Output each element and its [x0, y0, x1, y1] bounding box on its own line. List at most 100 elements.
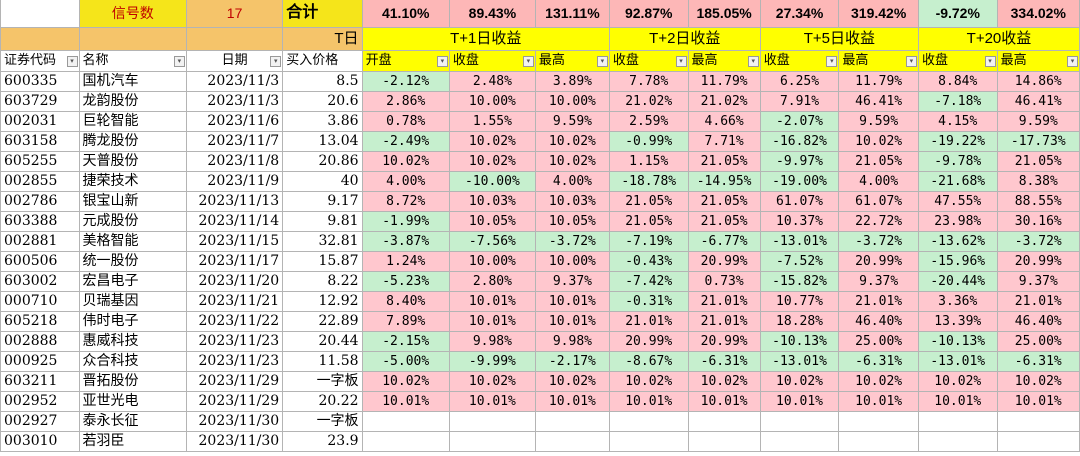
cell-code[interactable]: 002888 [0, 331, 80, 352]
cell-price[interactable]: 23.9 [282, 431, 363, 452]
cell-t2-close[interactable]: -0.31% [608, 291, 689, 312]
cell-t2-close[interactable] [608, 411, 689, 432]
cell-t5-close[interactable]: -19.00% [759, 171, 840, 192]
cell-price[interactable]: 32.81 [282, 231, 363, 252]
cell-t2-close[interactable]: 21.05% [608, 211, 689, 232]
cell-t1-open[interactable]: 8.72% [361, 191, 450, 212]
cell-date[interactable]: 2023/11/7 [185, 131, 284, 152]
header-t5-high[interactable]: 最高 ▾ [838, 50, 919, 72]
cell-t2-close[interactable]: -8.67% [608, 351, 689, 372]
cell-t20-high[interactable] [996, 411, 1080, 432]
cell-code[interactable]: 605255 [0, 151, 80, 172]
filter-dropdown-icon[interactable]: ▾ [1067, 56, 1078, 67]
total-t20-high[interactable]: 334.02% [996, 0, 1080, 28]
header-t1-open[interactable]: 开盘 ▾ [361, 50, 450, 72]
cell-date[interactable]: 2023/11/30 [185, 411, 284, 432]
cell-t5-close[interactable] [759, 411, 840, 432]
cell-t5-close[interactable]: 6.25% [759, 71, 840, 92]
cell-t1-close[interactable] [448, 431, 536, 452]
cell-t5-high[interactable]: 10.01% [838, 391, 919, 412]
cell-t20-high[interactable]: 10.01% [996, 391, 1080, 412]
cell-t20-high[interactable]: 9.37% [996, 271, 1080, 292]
cell-t1-close[interactable]: 10.00% [448, 251, 536, 272]
cell-t20-close[interactable]: -13.01% [917, 351, 998, 372]
cell-t1-open[interactable]: -1.99% [361, 211, 450, 232]
cell-t5-high[interactable]: 9.37% [838, 271, 919, 292]
cell-t5-close[interactable]: 61.07% [759, 191, 840, 212]
cell-t1-open[interactable]: 7.89% [361, 311, 450, 332]
cell-code[interactable]: 603388 [0, 211, 80, 232]
cell-t2-high[interactable]: 21.01% [687, 311, 761, 332]
cell-t1-high[interactable]: 10.05% [534, 211, 610, 232]
cell-t2-close[interactable]: 21.02% [608, 91, 689, 112]
cell-date[interactable]: 2023/11/3 [185, 71, 284, 92]
cell-t1-open[interactable]: -5.00% [361, 351, 450, 372]
cell-t2-close[interactable]: 20.99% [608, 331, 689, 352]
cell-price[interactable]: 22.89 [282, 311, 363, 332]
cell-t1-open[interactable]: 0.78% [361, 111, 450, 132]
cell-date[interactable]: 2023/11/21 [185, 291, 284, 312]
filter-dropdown-icon[interactable]: ▾ [747, 56, 759, 67]
cell-date[interactable]: 2023/11/13 [185, 191, 284, 212]
cell-t5-high[interactable]: 20.99% [838, 251, 919, 272]
cell-t2-close[interactable]: 1.15% [608, 151, 689, 172]
cell-t20-close[interactable]: -19.22% [917, 131, 998, 152]
cell-t5-close[interactable]: 10.01% [759, 391, 840, 412]
cell-price[interactable]: 3.86 [282, 111, 363, 132]
cell-t2-close[interactable]: 10.02% [608, 371, 689, 392]
cell-t1-high[interactable]: 10.00% [534, 91, 610, 112]
cell-name[interactable]: 若羽臣 [78, 431, 187, 452]
cell-name[interactable]: 统一股份 [78, 251, 187, 272]
cell-t1-close[interactable]: 10.01% [448, 291, 536, 312]
header-date[interactable]: 日期 ▾ [185, 50, 284, 72]
cell-t5-close[interactable]: -2.07% [759, 111, 840, 132]
header-code[interactable]: 证券代码 ▾ [0, 50, 80, 72]
cell-name[interactable]: 贝瑞基因 [78, 291, 187, 312]
cell-t5-high[interactable]: 46.40% [838, 311, 919, 332]
filter-dropdown-icon[interactable]: ▾ [173, 56, 185, 67]
cell-t20-close[interactable]: -10.13% [917, 331, 998, 352]
cell-t5-high[interactable]: -3.72% [838, 231, 919, 252]
cell-t2-high[interactable]: 21.02% [687, 91, 761, 112]
filter-dropdown-icon[interactable]: ▾ [270, 56, 282, 67]
cell-t1-high[interactable]: 10.01% [534, 291, 610, 312]
cell-t2-close[interactable]: -18.78% [608, 171, 689, 192]
cell-t1-open[interactable]: 10.02% [361, 371, 450, 392]
total-t2-high[interactable]: 185.05% [687, 0, 761, 28]
cell-code[interactable]: 002927 [0, 411, 80, 432]
total-t5-close[interactable]: 27.34% [759, 0, 840, 28]
cell-t5-high[interactable]: 10.02% [838, 371, 919, 392]
cell-t5-high[interactable]: 22.72% [838, 211, 919, 232]
cell-t1-close[interactable]: -9.99% [448, 351, 536, 372]
cell-t5-high[interactable]: -6.31% [838, 351, 919, 372]
header-t2-close[interactable]: 收盘 ▾ [608, 50, 689, 72]
cell-t2-close[interactable]: -0.99% [608, 131, 689, 152]
group-t5[interactable]: T+5日收益 [759, 27, 919, 51]
cell-t1-close[interactable]: -10.00% [448, 171, 536, 192]
cell-t20-high[interactable]: -17.73% [996, 131, 1080, 152]
filter-dropdown-icon[interactable]: ▾ [596, 56, 608, 67]
cell-name[interactable]: 亚世光电 [78, 391, 187, 412]
cell-t20-close[interactable]: -15.96% [917, 251, 998, 272]
cell-t1-open[interactable]: -2.12% [361, 71, 450, 92]
cell-t2-high[interactable] [687, 411, 761, 432]
cell-date[interactable]: 2023/11/23 [185, 351, 284, 372]
total-t20-close[interactable]: -9.72% [917, 0, 998, 28]
cell-code[interactable]: 600506 [0, 251, 80, 272]
cell-t2-high[interactable]: 21.05% [687, 191, 761, 212]
cell-t20-close[interactable]: 23.98% [917, 211, 998, 232]
cell-t20-high[interactable] [996, 431, 1080, 452]
cell-t20-high[interactable]: 46.40% [996, 311, 1080, 332]
header-t2-high[interactable]: 最高 ▾ [687, 50, 761, 72]
header-price[interactable]: 买入价格 [282, 50, 363, 72]
cell-t1-high[interactable]: -2.17% [534, 351, 610, 372]
cell-t1-close[interactable]: 1.55% [448, 111, 536, 132]
filter-dropdown-icon[interactable]: ▾ [984, 56, 996, 67]
cell-t2-close[interactable]: 21.01% [608, 311, 689, 332]
cell-t2-close[interactable]: 2.59% [608, 111, 689, 132]
cell-date[interactable]: 2023/11/22 [185, 311, 284, 332]
cell-t1-close[interactable]: -7.56% [448, 231, 536, 252]
cell-date[interactable]: 2023/11/8 [185, 151, 284, 172]
cell-code[interactable]: 002881 [0, 231, 80, 252]
group-t20[interactable]: T+20收益 [917, 27, 1080, 51]
